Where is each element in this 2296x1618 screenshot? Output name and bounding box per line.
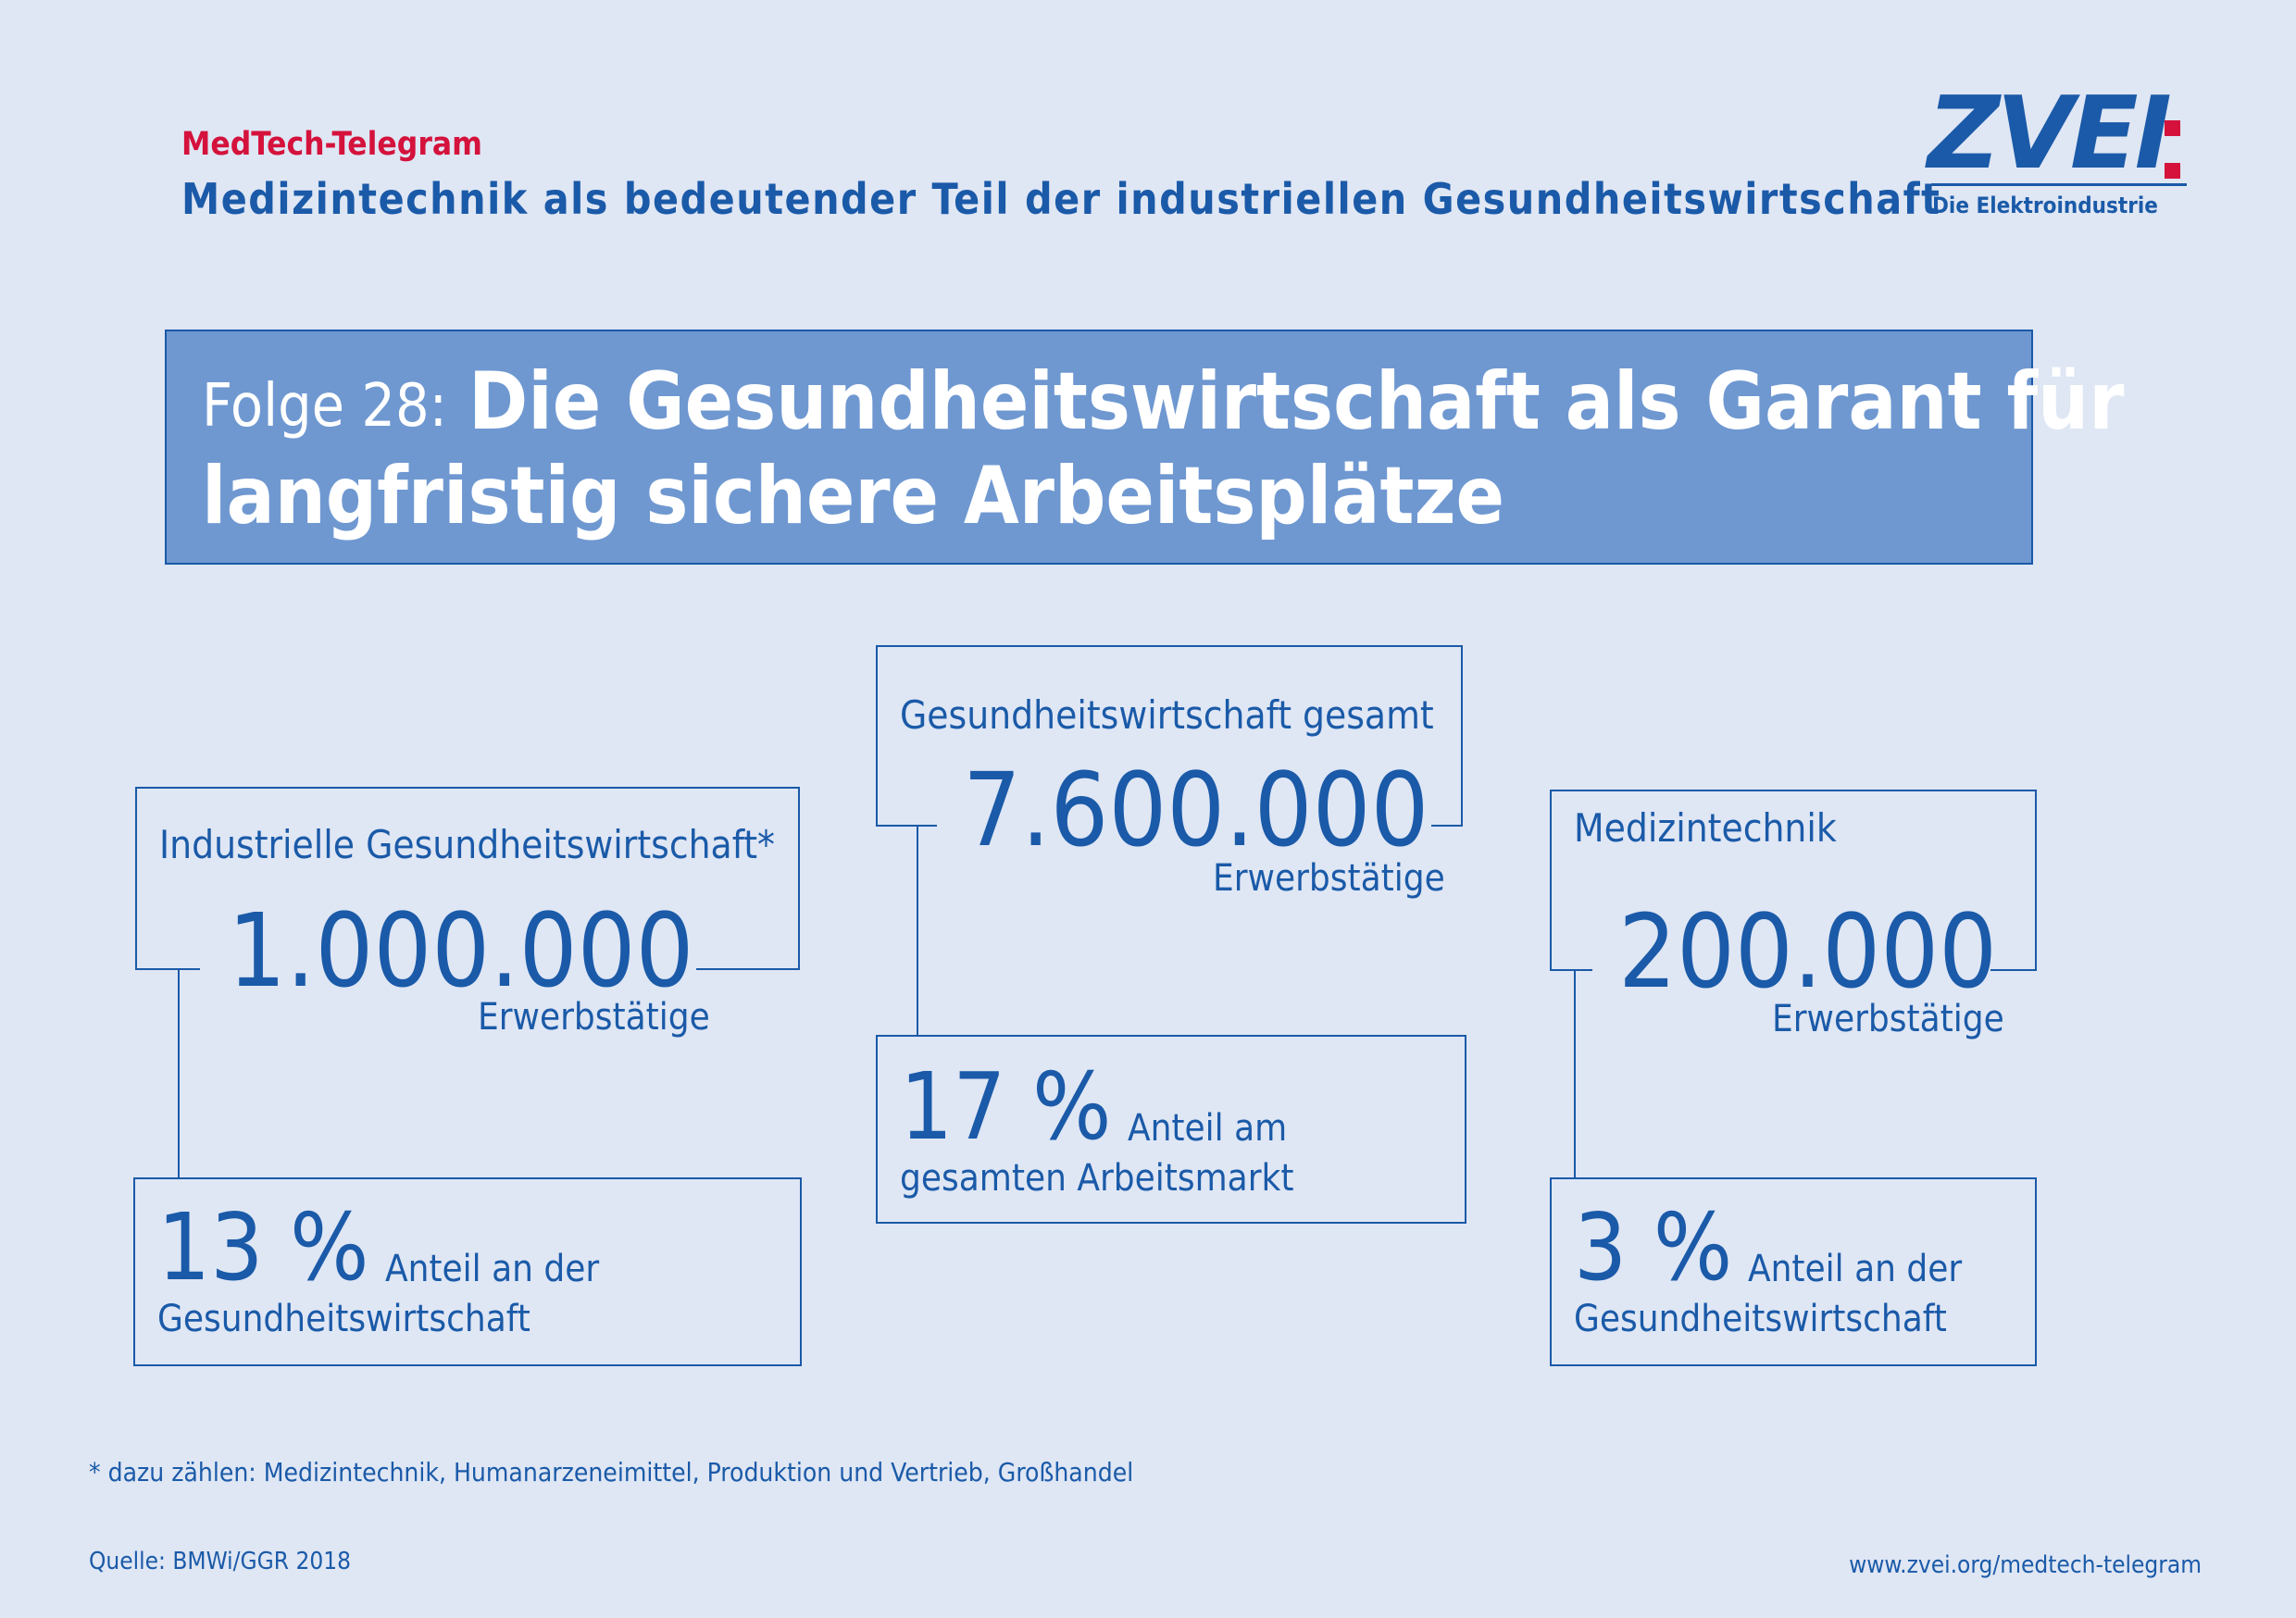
right-share-label1: Anteil an der xyxy=(1748,1248,1963,1290)
banner-title-line1: Die Gesundheitswirtschaft als Garant für xyxy=(468,355,2125,448)
title-banner: Folge 28: Die Gesundheitswirtschaft als … xyxy=(165,330,2124,565)
center-value: 7.600.000 xyxy=(963,751,1429,869)
episode-label: Folge 28: xyxy=(202,372,447,441)
right-heading: Medizintechnik xyxy=(1574,805,1837,851)
kicker: MedTech-Telegram xyxy=(181,126,482,163)
right-value: 200.000 xyxy=(1618,892,1998,1011)
center-share-label2: gesamten Arbeitsmarkt xyxy=(900,1157,1294,1200)
banner-title-line2: langfristig sichere Arbeitsplätze xyxy=(202,450,1504,542)
left-share-label2: Gesundheitswirtschaft xyxy=(157,1298,530,1340)
left-share-value: 13 % xyxy=(157,1193,369,1301)
logo-colon xyxy=(2165,120,2181,181)
right-share-value: 3 % xyxy=(1574,1193,1733,1301)
center-share-box xyxy=(876,1035,1466,1224)
center-unit: Erwerbstätige xyxy=(1213,857,1445,900)
source: Quelle: BMWi/GGR 2018 xyxy=(89,1548,351,1575)
right-share-label2: Gesundheitswirtschaft xyxy=(1574,1298,1947,1340)
website-link[interactable]: www.zvei.org/medtech-telegram xyxy=(1849,1551,2202,1579)
right-share-box xyxy=(1550,1177,2037,1366)
left-heading: Industrielle Gesundheitswirtschaft* xyxy=(159,822,775,867)
left-value: 1.000.000 xyxy=(228,891,694,1010)
center-heading: Gesundheitswirtschaft gesamt xyxy=(900,692,1434,738)
left-unit: Erwerbstätige xyxy=(478,996,710,1039)
logo-wordmark: ZVEI xyxy=(1928,76,2172,192)
center-share-label1: Anteil am xyxy=(1128,1107,1288,1150)
center-share-value: 17 % xyxy=(900,1052,1112,1161)
page-subtitle: Medizintechnik als bedeutender Teil der … xyxy=(181,174,1941,224)
zvei-logo: ZVEI Die Elektroindustrie xyxy=(1928,76,2187,222)
footnote: * dazu zählen: Medizintechnik, Humanarze… xyxy=(89,1457,1134,1487)
logo-tagline: Die Elektroindustrie xyxy=(1932,193,2158,218)
right-unit: Erwerbstätige xyxy=(1772,998,2004,1040)
logo-divider xyxy=(1931,183,2187,186)
left-share-label1: Anteil an der xyxy=(385,1248,600,1290)
left-share-box xyxy=(133,1177,802,1366)
